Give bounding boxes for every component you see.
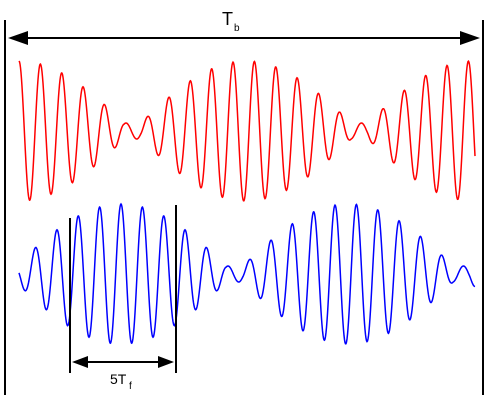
tb-subscript: b	[234, 23, 240, 34]
red-beat-waveform	[18, 60, 476, 202]
tb-label: T	[222, 9, 233, 29]
tb-period-arrow	[8, 31, 480, 45]
tf-period-arrow	[72, 356, 174, 368]
blue-beat-waveform	[18, 202, 476, 345]
tf-label: 5T	[110, 371, 127, 387]
tf-subscript: f	[129, 381, 132, 392]
